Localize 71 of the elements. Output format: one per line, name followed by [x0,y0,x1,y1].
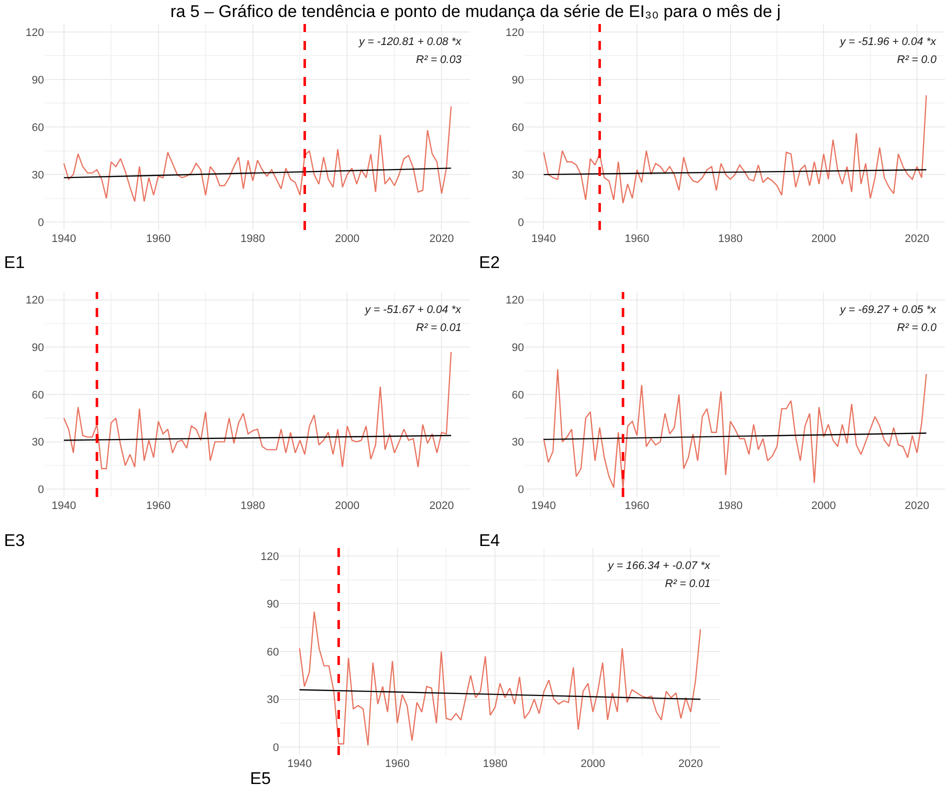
x-tick-label: 1940 [52,500,76,512]
y-tick-label: 120 [26,26,44,39]
x-tick-label: 1940 [287,758,312,770]
y-tick-label: 0 [38,216,44,229]
annotation: R² = 0.03 [416,54,462,66]
x-tick-label: 2000 [334,233,360,245]
y-tick-label: 90 [266,598,279,611]
x-tick-label: 1980 [718,233,743,245]
x-tick-label: 1960 [385,758,410,770]
annotation: y = -120.81 + 0.08 *x [358,36,462,48]
annotation: E4 [479,531,500,550]
y-tick-label: 30 [266,694,279,706]
x-tick-label: 2020 [429,500,454,512]
y-tick-label: 120 [506,26,524,39]
x-tick-label: 1960 [146,233,171,245]
x-tick-label: 2020 [904,500,930,512]
line-series [543,368,927,490]
text: E2 [479,253,500,272]
text: E3 [4,531,25,550]
x-tick-label: 2020 [678,758,703,770]
x-tick-label: 1960 [146,500,171,512]
y-tick-label: 0 [518,484,524,496]
line-series [63,351,452,470]
x-tick-label: 1940 [531,233,556,245]
chart-title: ra 5 – Gráfico de tendência e ponto de mudança da série de EI₃₀ para o mês de j [170,2,781,21]
x-tick-label: 1940 [52,233,76,245]
y-tick-label: 30 [512,169,524,182]
x-tick-label: 1980 [240,500,266,512]
annotation: y = 166.34 + -0.07 *x [607,560,711,572]
y-tick-label: 90 [32,74,44,86]
y-tick-label: 0 [272,742,279,754]
y-tick-label: 60 [512,122,524,134]
y-tick-label: 30 [512,436,524,449]
y-tick-label: 60 [32,389,44,402]
x-tick-label: 1980 [718,500,743,512]
y-tick-label: 60 [512,389,524,402]
y-tick-label: 120 [260,550,279,563]
annotation: R² = 0.01 [665,578,711,590]
y-tick-label: 0 [38,484,44,496]
x-tick-label: 2000 [580,758,606,770]
y-tick-label: 60 [266,646,279,658]
annotation: y = -51.67 + 0.04 *x [364,304,462,316]
annotation: R² = 0.01 [416,322,462,334]
y-tick-label: 0 [518,216,524,229]
x-tick-label: 1960 [624,233,650,245]
annotation: y = -51.96 + 0.04 *x [839,36,937,48]
y-tick-label: 90 [512,74,524,86]
text: E1 [4,253,25,272]
x-tick-label: 2000 [334,500,360,512]
x-tick-label: 2020 [429,233,454,245]
y-tick-label: 120 [26,294,44,307]
annotation: R² = 0.0 [897,322,938,334]
x-tick-label: 2000 [811,233,836,245]
line-series [63,106,452,202]
y-tick-label: 30 [32,169,44,182]
annotation: R² = 0.0 [897,54,938,66]
x-tick-label: 2000 [811,500,836,512]
line-series [298,611,702,746]
y-tick-label: 30 [32,436,44,449]
text: E5 [250,769,271,788]
y-tick-label: 90 [32,342,44,354]
y-tick-label: 60 [32,122,44,134]
x-tick-label: 1940 [531,500,556,512]
y-tick-label: 90 [512,342,524,354]
x-tick-label: 2020 [904,233,930,245]
x-tick-label: 1980 [240,233,266,245]
annotation: y = -69.27 + 0.05 *x [839,304,937,316]
x-tick-label: 1960 [624,500,650,512]
y-tick-label: 120 [506,294,524,307]
x-tick-label: 1980 [482,758,508,770]
line-series [543,94,927,204]
